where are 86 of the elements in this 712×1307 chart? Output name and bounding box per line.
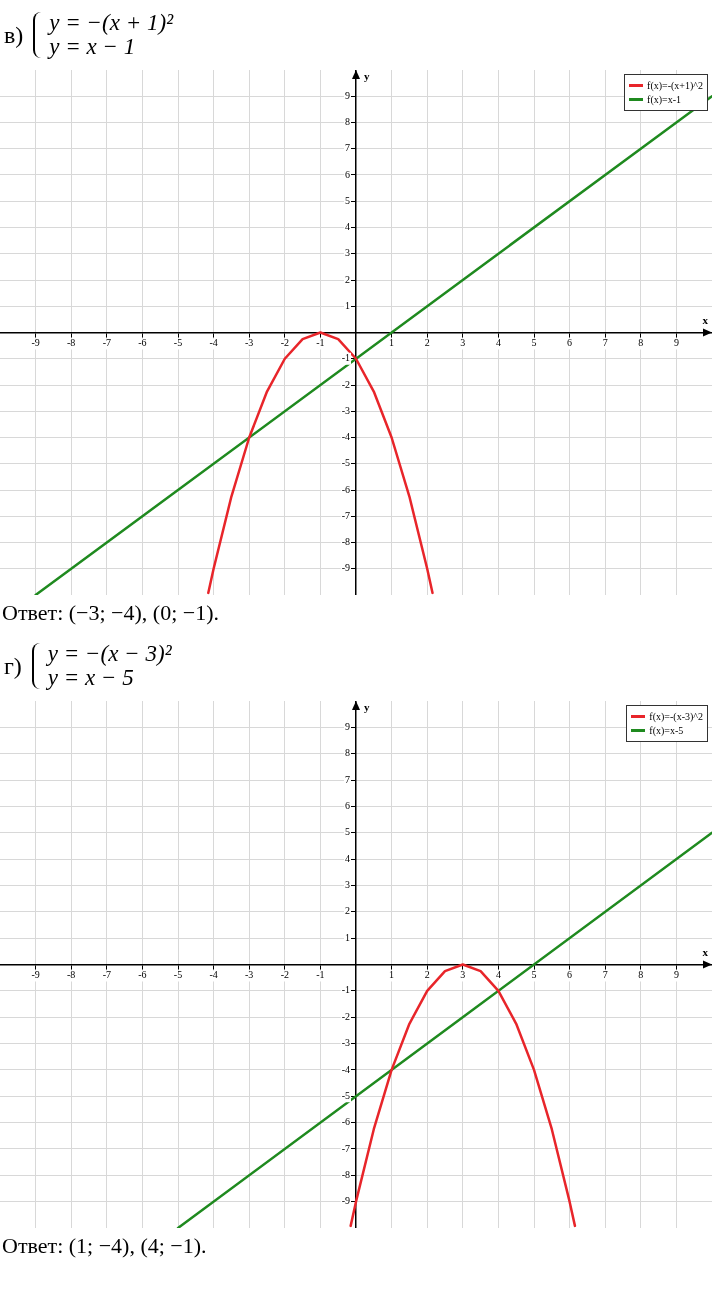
x-axis-title: x	[702, 945, 709, 958]
x-tick-label: -1	[316, 337, 325, 349]
x-tick-label: 9	[673, 969, 679, 981]
x-tick-label: 7	[602, 969, 608, 981]
y-tick-label: -8	[341, 536, 350, 548]
legend-label: f(x)=x-5	[649, 725, 684, 736]
y-tick-label: -1	[341, 984, 350, 996]
y-tick-label: -2	[341, 378, 350, 390]
y-tick-label: -4	[341, 431, 350, 443]
x-tick-label: -8	[67, 969, 76, 981]
x-tick-label: -6	[138, 969, 147, 981]
y-tick-label: -3	[341, 1037, 350, 1049]
y-tick-label: 4	[345, 852, 350, 864]
y-tick-label: -5	[341, 1089, 350, 1101]
y-tick-label: 1	[345, 299, 350, 311]
y-tick-label: -6	[341, 483, 350, 495]
y-tick-label: 2	[345, 273, 350, 285]
y-tick-label: -5	[341, 457, 350, 469]
y-tick-label: -6	[341, 1116, 350, 1128]
y-tick-label: 1	[345, 931, 350, 943]
y-tick-label: 9	[345, 720, 350, 732]
x-tick-label: -7	[102, 337, 111, 349]
legend-label: f(x)=-(x-3)^2	[649, 711, 703, 722]
y-tick-label: -9	[341, 562, 350, 574]
x-tick-label: -8	[67, 337, 76, 349]
x-tick-label: 3	[460, 337, 466, 349]
x-tick-label: 9	[673, 337, 679, 349]
y-tick-label: 3	[345, 247, 350, 259]
y-tick-label: 8	[345, 747, 350, 759]
text: Ответ: (−3; −4), (0; −1).	[1, 599, 220, 627]
y-tick-label: 6	[345, 800, 350, 812]
x-axis-title: x	[702, 313, 709, 326]
x-tick-label: -5	[173, 969, 183, 981]
x-tick-label: -5	[173, 337, 183, 349]
x-tick-label: -4	[209, 337, 218, 349]
y-tick-label: -4	[341, 1063, 350, 1075]
x-tick-label: 2	[424, 969, 430, 981]
chart-title: в)	[4, 21, 24, 49]
chart-subtitle: y = −(x − 3)² y = x − 5	[47, 641, 172, 690]
chart-subtitle: y = −(x + 1)² y = x − 1	[49, 10, 174, 59]
x-tick-label: -2	[280, 969, 289, 981]
y-tick-label: 9	[345, 89, 350, 101]
y-tick-label: -3	[341, 404, 350, 416]
x-tick-label: -2	[280, 337, 289, 349]
x-tick-label: 3	[460, 969, 466, 981]
x-tick-label: 5	[531, 969, 537, 981]
y-tick-label: 6	[345, 168, 350, 180]
x-tick-label: -1	[316, 969, 325, 981]
x-tick-label: 8	[638, 969, 644, 981]
x-tick-label: 6	[567, 969, 573, 981]
text: Ответ: (1; −4), (4; −1).	[1, 1232, 208, 1260]
x-tick-label: 1	[389, 969, 395, 981]
y-axis-title: y	[364, 701, 370, 714]
x-tick-label: -9	[31, 337, 40, 349]
y-tick-label: -2	[341, 1010, 350, 1022]
x-tick-label: 1	[389, 337, 395, 349]
x-tick-label: 4	[495, 337, 501, 349]
x-tick-label: -4	[209, 969, 218, 981]
y-tick-label: 4	[345, 221, 350, 233]
y-tick-label: -7	[341, 1142, 350, 1154]
y-tick-label: -7	[341, 509, 350, 521]
x-tick-label: -3	[245, 337, 254, 349]
x-tick-label: 8	[638, 337, 644, 349]
legend-label: f(x)=x-1	[647, 94, 682, 105]
x-tick-label: 4	[495, 969, 501, 981]
y-tick-label: 5	[345, 194, 350, 206]
x-tick-label: -3	[245, 969, 254, 981]
y-tick-label: -8	[341, 1168, 350, 1180]
y-tick-label: -1	[341, 352, 350, 364]
y-tick-label: 5	[345, 826, 350, 838]
x-tick-label: 2	[424, 337, 430, 349]
y-axis-title: y	[364, 70, 370, 83]
y-tick-label: 2	[345, 905, 350, 917]
legend-label: f(x)=-(x+1)^2	[647, 80, 703, 91]
x-tick-label: 7	[602, 337, 608, 349]
x-tick-label: -7	[102, 969, 111, 981]
x-tick-label: 6	[567, 337, 573, 349]
x-tick-label: -9	[31, 969, 40, 981]
y-tick-label: 7	[345, 142, 350, 154]
y-tick-label: 3	[345, 879, 350, 891]
y-tick-label: 7	[345, 773, 350, 785]
x-tick-label: 5	[531, 337, 537, 349]
chart-title: г)	[4, 652, 22, 680]
y-tick-label: 8	[345, 116, 350, 128]
y-tick-label: -9	[341, 1195, 350, 1207]
x-tick-label: -6	[138, 337, 147, 349]
